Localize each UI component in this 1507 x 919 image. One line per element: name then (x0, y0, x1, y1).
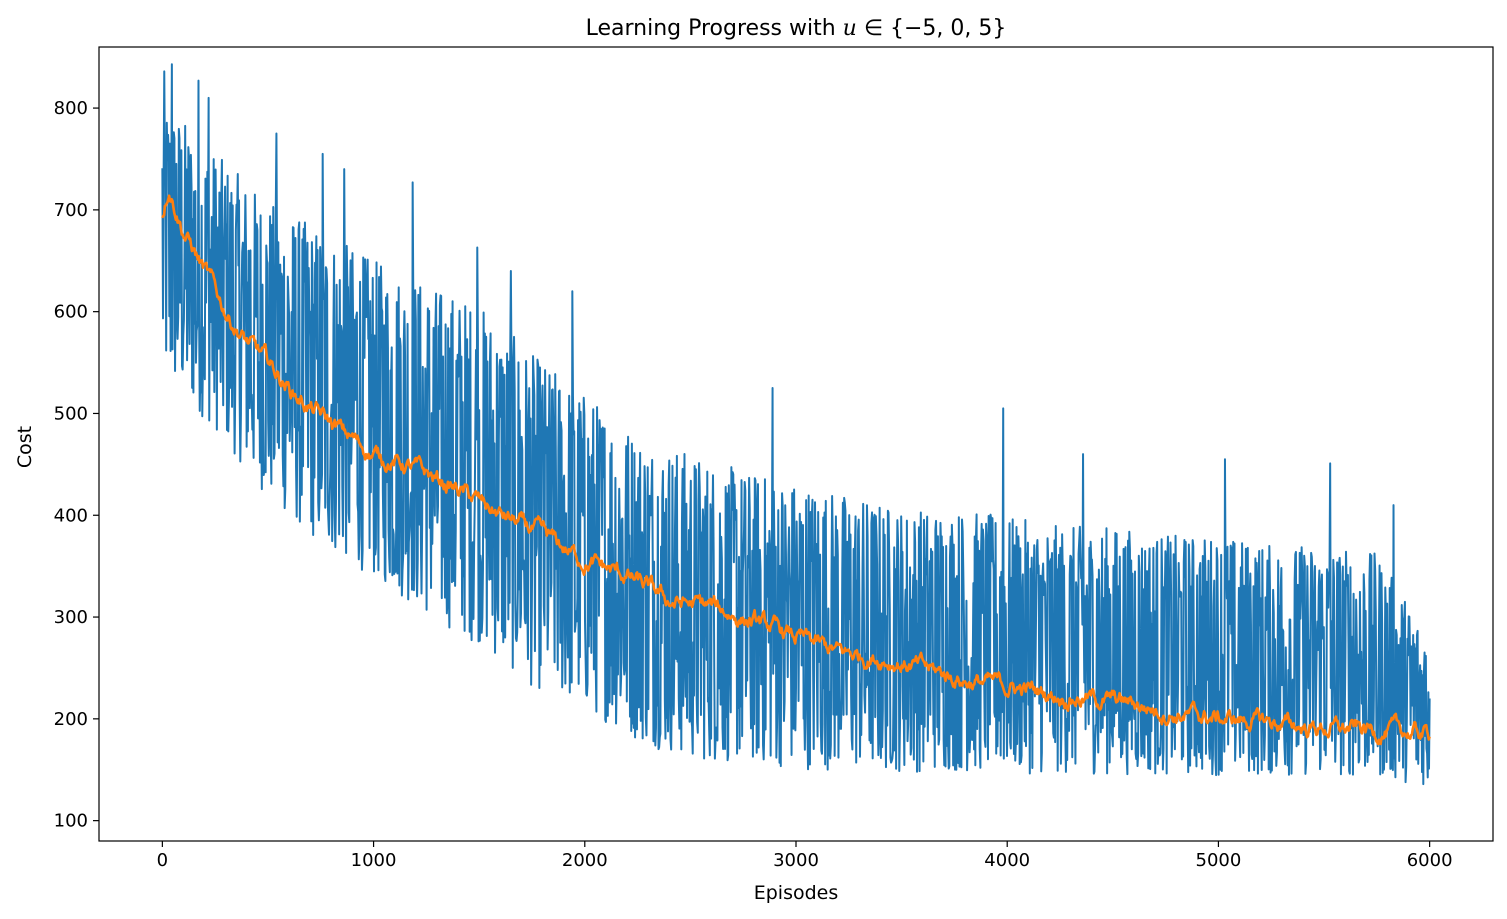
x-tick-label: 0 (157, 850, 168, 871)
x-tick-label: 1000 (351, 850, 397, 871)
x-axis: 0 1000 2000 3000 4000 5000 6000 (157, 841, 1453, 871)
y-tick-label: 800 (54, 98, 88, 119)
x-tick-label: 3000 (773, 850, 819, 871)
raw-cost-series (161, 63, 1431, 786)
y-tick-label: 400 (54, 505, 88, 526)
y-tick-label: 500 (54, 403, 88, 424)
y-tick-label: 100 (54, 811, 88, 832)
x-tick-label: 5000 (1196, 850, 1242, 871)
x-tick-label: 6000 (1407, 850, 1453, 871)
moving-average-series (161, 194, 1431, 746)
chart-title-prefix: Learning Progress with (586, 16, 843, 41)
y-tick-label: 700 (54, 200, 88, 221)
raw-cost-line (161, 63, 1431, 786)
x-tick-label: 2000 (562, 850, 608, 871)
chart-title-suffix: ∈ {−5, 0, 5} (857, 16, 1007, 41)
y-axis-label: Cost (14, 426, 36, 468)
y-tick-label: 600 (54, 302, 88, 323)
x-tick-label: 4000 (984, 850, 1030, 871)
y-axis: 100 200 300 400 500 600 700 800 (54, 98, 99, 832)
moving-average-line (161, 194, 1431, 746)
chart-title-variable: u (843, 16, 857, 41)
x-axis-label: Episodes (754, 882, 839, 904)
chart-title: Learning Progress with u ∈ {−5, 0, 5} (586, 16, 1007, 41)
y-tick-label: 200 (54, 709, 88, 730)
y-tick-label: 300 (54, 607, 88, 628)
